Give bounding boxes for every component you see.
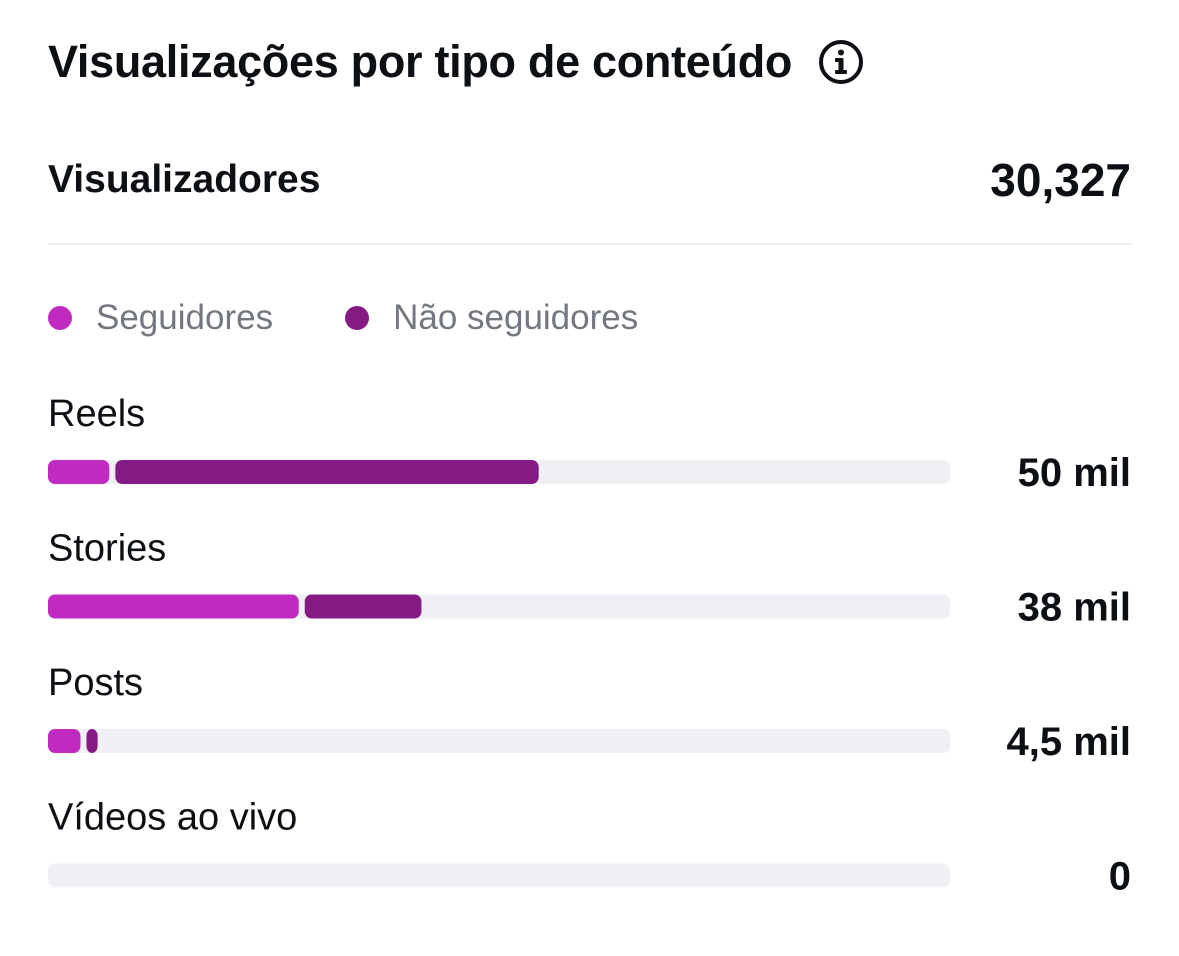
category-label-videos-ao-vivo: Vídeos ao vivo: [48, 797, 297, 839]
legend-label-followers: Seguidores: [96, 298, 274, 337]
value-label-stories: 38 mil: [1018, 586, 1131, 630]
bar-segment-stories-nao-seguidores[interactable]: [304, 594, 422, 619]
legend-dot-non-followers: [345, 306, 370, 330]
legend-item-followers: Seguidores: [48, 298, 273, 338]
value-label-videos-ao-vivo: 0: [1109, 855, 1131, 899]
value-label-posts: 4,5 mil: [1006, 720, 1131, 764]
category-label-posts: Posts: [48, 662, 143, 704]
views-by-content-type-card: Visualizações por tipo de conteúdo Visua…: [48, 0, 1131, 956]
viewers-summary-row: Visualizadores 30,327: [48, 150, 1131, 210]
title-row: Visualizações por tipo de conteúdo: [48, 34, 864, 90]
bar-segment-reels-seguidores[interactable]: [48, 460, 110, 484]
info-icon[interactable]: [818, 39, 864, 85]
category-label-reels: Reels: [48, 393, 145, 435]
bar-track-posts: [48, 729, 950, 753]
viewers-label: Visualizadores: [48, 158, 321, 201]
card-title: Visualizações por tipo de conteúdo: [48, 36, 793, 87]
category-label-stories: Stories: [48, 528, 166, 570]
legend-item-non-followers: Não seguidores: [345, 298, 638, 338]
bar-segment-posts-seguidores[interactable]: [48, 729, 81, 753]
viewers-value: 30,327: [990, 154, 1131, 206]
content-type-bar-chart: Reels 50 mil Stories 38 mil Posts 4,5 mil Víde…: [48, 393, 1131, 899]
bar-segment-reels-nao-seguidores[interactable]: [115, 460, 539, 484]
bar-segment-posts-nao-seguidores[interactable]: [86, 729, 98, 753]
bar-segment-stories-seguidores[interactable]: [48, 594, 299, 619]
divider: [48, 243, 1131, 245]
value-label-reels: 50 mil: [1018, 451, 1131, 495]
chart-legend: Seguidores Não seguidores: [48, 292, 710, 344]
bar-track-videos-ao-vivo: [48, 863, 950, 888]
legend-dot-followers: [48, 306, 72, 330]
legend-label-non-followers: Não seguidores: [393, 298, 639, 337]
